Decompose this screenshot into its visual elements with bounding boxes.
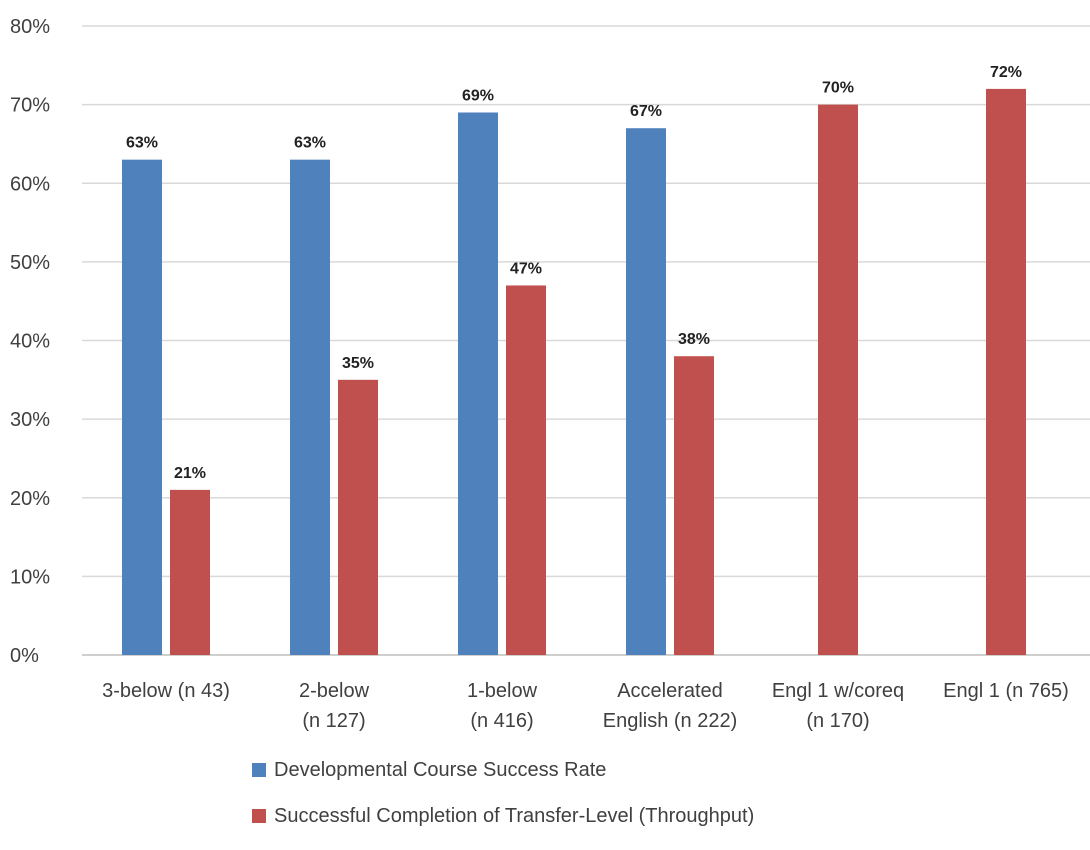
data-label: 38% — [678, 331, 710, 348]
category-label: Engl 1 w/coreq — [772, 680, 904, 702]
bar-throughput — [986, 88, 1026, 655]
data-label: 70% — [822, 80, 854, 97]
data-label: 72% — [990, 64, 1022, 81]
legend: Developmental Course Success Rate Succes… — [252, 758, 754, 850]
legend-item-developmental: Developmental Course Success Rate — [252, 758, 754, 782]
data-label: 21% — [174, 465, 206, 482]
category-label: English (n 222) — [603, 710, 738, 732]
y-tick-label: 80% — [10, 16, 50, 38]
legend-swatch-developmental — [252, 763, 266, 777]
legend-label-throughput: Successful Completion of Transfer-Level … — [274, 804, 755, 827]
y-axis-tick-labels: 0% 10% 20% 30% 40% 50% 60% 70% 80% — [10, 16, 50, 667]
y-tick-label: 30% — [10, 409, 50, 431]
data-label: 69% — [462, 87, 494, 104]
data-label: 63% — [126, 135, 158, 152]
bar-developmental — [458, 112, 498, 656]
category-label: Accelerated — [617, 680, 723, 702]
legend-item-throughput: Successful Completion of Transfer-Level … — [252, 804, 754, 828]
y-tick-label: 20% — [10, 488, 50, 510]
data-label: 63% — [294, 135, 326, 152]
bar-developmental — [122, 159, 162, 655]
category-label: 3-below (n 43) — [102, 680, 230, 702]
legend-label-developmental: Developmental Course Success Rate — [274, 758, 607, 781]
gridlines — [82, 25, 1090, 656]
bar-throughput — [338, 379, 378, 655]
category-label: (n 170) — [806, 710, 869, 732]
data-label: 47% — [510, 260, 542, 277]
y-tick-label: 40% — [10, 331, 50, 353]
bar-throughput — [674, 356, 714, 655]
y-tick-label: 70% — [10, 95, 50, 117]
data-label: 67% — [630, 103, 662, 120]
category-label: Engl 1 (n 765) — [943, 680, 1069, 702]
category-label: (n 127) — [302, 710, 365, 732]
bar-throughput — [506, 285, 546, 655]
category-label: (n 416) — [470, 710, 533, 732]
bar-developmental — [290, 159, 330, 655]
bar-developmental — [626, 128, 666, 655]
category-labels: 3-below (n 43) 2-below (n 127) 1-below (n 41… — [102, 680, 1069, 732]
data-labels: 63% 21% 63% 35% 69% 47% 67% 38% 70% 72% — [126, 64, 1022, 482]
y-tick-label: 0% — [10, 645, 39, 667]
bars — [122, 88, 1026, 656]
category-label: 2-below — [299, 680, 370, 702]
data-label: 35% — [342, 355, 374, 372]
y-tick-label: 60% — [10, 173, 50, 195]
y-tick-label: 50% — [10, 252, 50, 274]
bar-throughput — [170, 489, 210, 655]
category-label: 1-below — [467, 680, 538, 702]
legend-swatch-throughput — [252, 809, 266, 823]
y-tick-label: 10% — [10, 566, 50, 588]
bar-throughput — [818, 104, 858, 655]
